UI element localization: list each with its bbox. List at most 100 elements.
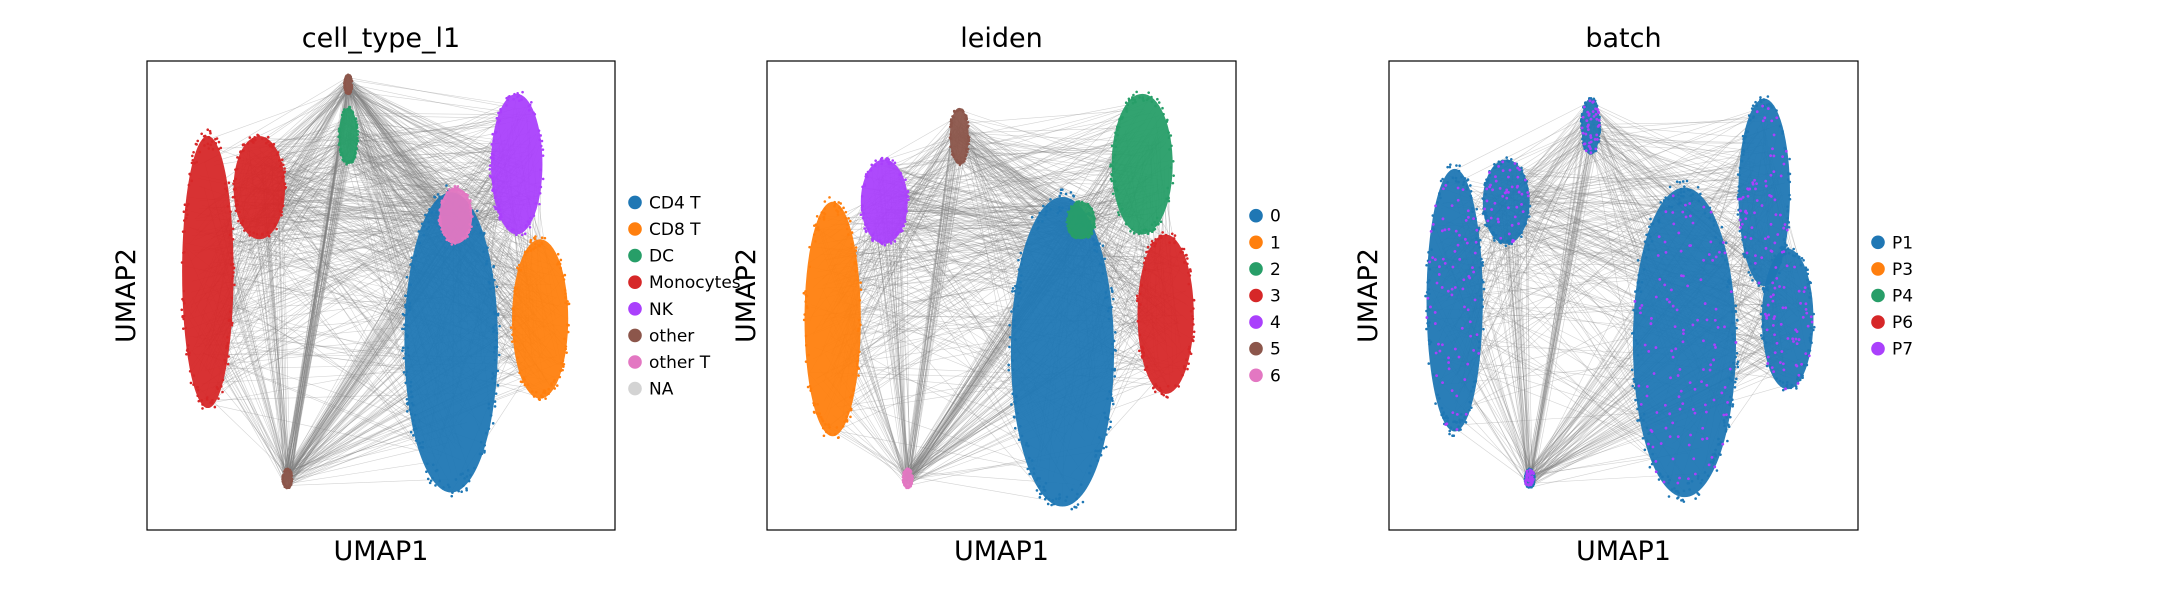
- data-point: [243, 229, 246, 232]
- data-point: [1691, 408, 1695, 411]
- data-point: [886, 240, 889, 243]
- data-point: [1458, 257, 1462, 261]
- data-point: [1481, 212, 1485, 215]
- data-point: [1480, 305, 1484, 309]
- data-point: [230, 321, 234, 325]
- data-point: [1689, 214, 1692, 218]
- graph-edge: [201, 369, 440, 384]
- data-point: [1478, 245, 1482, 249]
- data-point: [202, 134, 206, 138]
- data-point: [225, 344, 229, 348]
- data-point: [492, 330, 495, 334]
- data-point: [427, 225, 431, 229]
- data-point: [1166, 186, 1170, 190]
- data-point: [1504, 244, 1508, 248]
- data-point: [1441, 187, 1445, 191]
- data-point: [468, 203, 472, 207]
- data-point: [1645, 394, 1649, 398]
- data-point: [1682, 328, 1685, 332]
- graph-edge: [198, 212, 461, 271]
- data-point: [1117, 125, 1121, 129]
- data-point: [210, 140, 214, 143]
- data-point: [889, 242, 893, 245]
- data-point: [237, 210, 241, 214]
- data-point: [213, 405, 217, 409]
- graph-edge: [209, 87, 352, 140]
- data-point: [523, 253, 526, 257]
- data-point: [1633, 380, 1637, 383]
- graph-edge: [348, 90, 509, 172]
- data-point: [1038, 477, 1042, 480]
- data-point: [550, 382, 553, 385]
- data-point: [242, 149, 245, 152]
- data-point: [1456, 243, 1460, 247]
- data-point: [1100, 257, 1104, 261]
- data-point: [1150, 223, 1154, 226]
- data-point: [1169, 134, 1173, 137]
- data-point: [1650, 240, 1654, 243]
- graph-edge: [283, 127, 351, 484]
- data-point: [497, 353, 501, 357]
- data-point: [1705, 318, 1709, 322]
- graph-edge: [271, 146, 493, 185]
- data-point: [281, 204, 285, 208]
- data-point: [496, 384, 500, 387]
- data-point: [1457, 355, 1461, 359]
- data-point: [436, 199, 439, 202]
- graph-edge: [1589, 104, 1753, 185]
- data-point: [412, 265, 415, 268]
- data-point: [1185, 358, 1188, 361]
- data-point: [489, 156, 493, 159]
- data-point: [1142, 99, 1145, 102]
- data-point: [1447, 367, 1451, 371]
- data-point: [1507, 242, 1511, 246]
- graph-edge: [855, 108, 960, 356]
- data-point: [863, 183, 867, 186]
- data-point: [517, 263, 521, 267]
- data-point: [215, 137, 219, 140]
- data-point: [1686, 481, 1690, 485]
- data-point: [1740, 228, 1743, 231]
- data-point: [1483, 183, 1487, 187]
- data-point: [430, 211, 434, 214]
- data-point: [1474, 240, 1478, 244]
- data-point: [1705, 437, 1709, 440]
- data-point: [1636, 342, 1639, 345]
- data-point: [1671, 457, 1675, 461]
- graph-edge: [964, 147, 1121, 156]
- data-point: [1095, 243, 1099, 247]
- legend-entry: Monocytes: [628, 273, 741, 293]
- graph-edge: [289, 127, 499, 478]
- data-point: [854, 254, 857, 258]
- data-point: [1111, 160, 1115, 164]
- data-point: [563, 337, 566, 341]
- data-point: [1426, 296, 1430, 300]
- data-point: [500, 215, 503, 218]
- data-point: [1462, 180, 1466, 184]
- data-point: [1115, 125, 1119, 129]
- graph-edge: [350, 81, 501, 164]
- data-point: [1662, 199, 1666, 202]
- data-point: [469, 213, 473, 216]
- graph-edge: [905, 116, 960, 475]
- graph-edge: [198, 206, 458, 296]
- data-point: [203, 144, 206, 147]
- data-point: [1779, 246, 1782, 250]
- data-point: [276, 153, 279, 156]
- data-point: [453, 242, 457, 245]
- data-point: [465, 197, 469, 201]
- data-point: [1598, 115, 1601, 119]
- data-point: [404, 381, 408, 385]
- graph-edge: [893, 190, 1149, 227]
- data-point: [1173, 234, 1177, 237]
- data-point: [428, 481, 432, 485]
- data-point: [450, 243, 454, 246]
- data-point: [409, 384, 412, 388]
- data-point: [1598, 121, 1601, 125]
- cluster-other: [343, 73, 354, 96]
- graph-edge: [349, 89, 517, 169]
- data-point: [355, 142, 359, 145]
- data-point: [1109, 177, 1113, 181]
- data-point: [844, 210, 848, 214]
- data-point: [534, 390, 538, 394]
